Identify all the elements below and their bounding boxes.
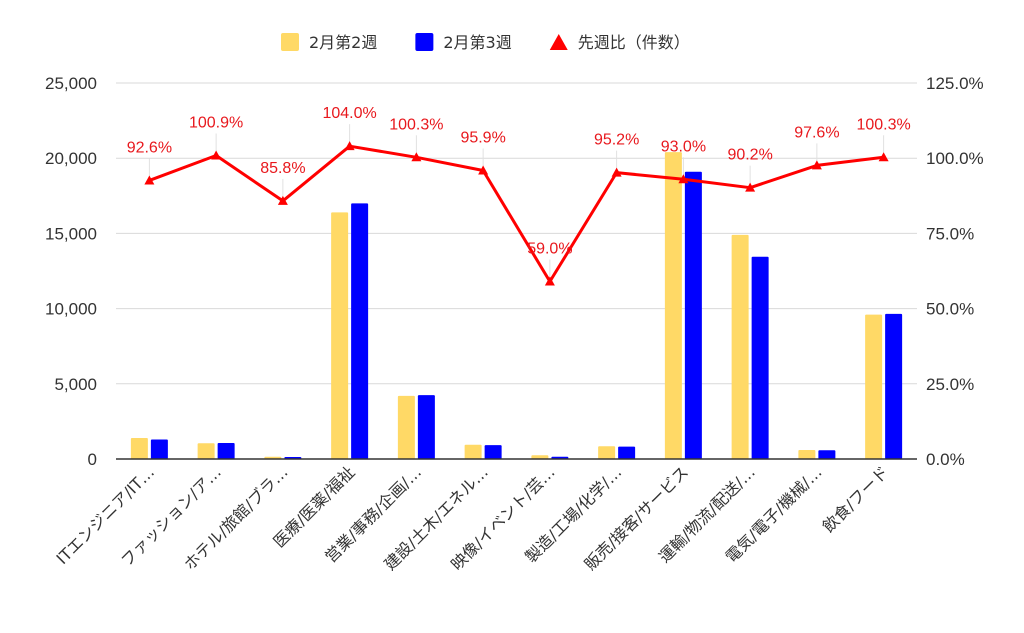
bar bbox=[484, 445, 502, 459]
right-tick-label: 0.0% bbox=[926, 450, 965, 469]
line-marker bbox=[678, 174, 689, 184]
right-tick-label: 50.0% bbox=[926, 300, 974, 319]
left-axis: 0 5,000 10,000 15,000 20,000 25,000 bbox=[45, 74, 97, 469]
data-label: 85.8% bbox=[260, 160, 305, 177]
bar bbox=[417, 395, 435, 459]
data-label: 59.0% bbox=[527, 241, 572, 258]
legend-label: 先週比（件数） bbox=[578, 33, 690, 52]
line-marker bbox=[411, 152, 422, 162]
left-tick-label: 10,000 bbox=[45, 300, 97, 319]
data-label: 100.3% bbox=[389, 116, 443, 133]
right-tick-label: 125.0% bbox=[926, 74, 984, 93]
data-label: 92.6% bbox=[127, 139, 172, 156]
right-tick-label: 25.0% bbox=[926, 375, 974, 394]
bar bbox=[351, 203, 369, 459]
data-label: 97.6% bbox=[794, 124, 839, 141]
right-axis: 0.0% 25.0% 50.0% 75.0% 100.0% 125.0% bbox=[926, 74, 984, 469]
right-tick-label: 100.0% bbox=[926, 149, 984, 168]
data-label: 95.2% bbox=[594, 132, 639, 149]
legend: 2月第2週 2月第3週 先週比（件数） bbox=[281, 33, 690, 52]
line-marker bbox=[478, 165, 489, 175]
bar bbox=[865, 314, 883, 459]
left-tick-label: 20,000 bbox=[45, 149, 97, 168]
series-line bbox=[148, 144, 884, 284]
bar bbox=[464, 444, 482, 459]
bar bbox=[798, 449, 816, 459]
bar bbox=[684, 171, 702, 459]
left-tick-label: 0 bbox=[88, 450, 97, 469]
bar bbox=[731, 234, 749, 459]
line-marker bbox=[277, 195, 288, 205]
bar bbox=[531, 455, 549, 459]
legend-swatch bbox=[415, 33, 434, 51]
legend-swatch bbox=[281, 33, 299, 51]
bar bbox=[818, 450, 836, 459]
line-marker bbox=[878, 152, 889, 162]
bar bbox=[331, 212, 349, 459]
legend-marker bbox=[549, 34, 568, 50]
ratio-line-series: 92.6% 100.9% 85.8% 104.0% 100.3% 95.9% 59.0% 95… bbox=[127, 105, 911, 286]
legend-label: 2月第3週 bbox=[443, 33, 511, 52]
line-marker bbox=[211, 150, 222, 160]
legend-label: 2月第2週 bbox=[309, 33, 377, 52]
bar bbox=[397, 395, 415, 459]
left-tick-label: 25,000 bbox=[45, 74, 97, 93]
left-tick-label: 5,000 bbox=[54, 375, 97, 394]
data-label: 90.2% bbox=[727, 147, 772, 164]
data-label: 95.9% bbox=[460, 130, 505, 147]
bar bbox=[150, 439, 168, 459]
bar bbox=[217, 443, 235, 459]
bar bbox=[618, 446, 636, 459]
line-marker bbox=[344, 141, 355, 151]
line-marker bbox=[544, 276, 555, 286]
line-marker bbox=[811, 160, 822, 170]
left-tick-label: 15,000 bbox=[45, 224, 97, 243]
right-tick-label: 75.0% bbox=[926, 224, 974, 243]
bar bbox=[598, 446, 616, 459]
data-label: 93.0% bbox=[661, 138, 706, 155]
bar bbox=[130, 437, 148, 459]
line-marker bbox=[611, 167, 622, 177]
category-label: 飲食/フード bbox=[819, 462, 893, 536]
bar bbox=[885, 313, 903, 459]
category-labels: ITエンジニア/IT…ファッション/ア…ホテル/旅館/ブラ…医療/医薬/福祉営業… bbox=[53, 462, 893, 574]
line-marker bbox=[144, 175, 155, 185]
bars bbox=[130, 152, 903, 459]
bar bbox=[664, 152, 682, 459]
data-label: 104.0% bbox=[322, 105, 376, 122]
line-marker bbox=[745, 182, 756, 192]
data-label: 100.9% bbox=[189, 114, 243, 131]
data-label: 100.3% bbox=[856, 116, 910, 133]
bar bbox=[197, 443, 215, 459]
bar bbox=[751, 256, 769, 459]
